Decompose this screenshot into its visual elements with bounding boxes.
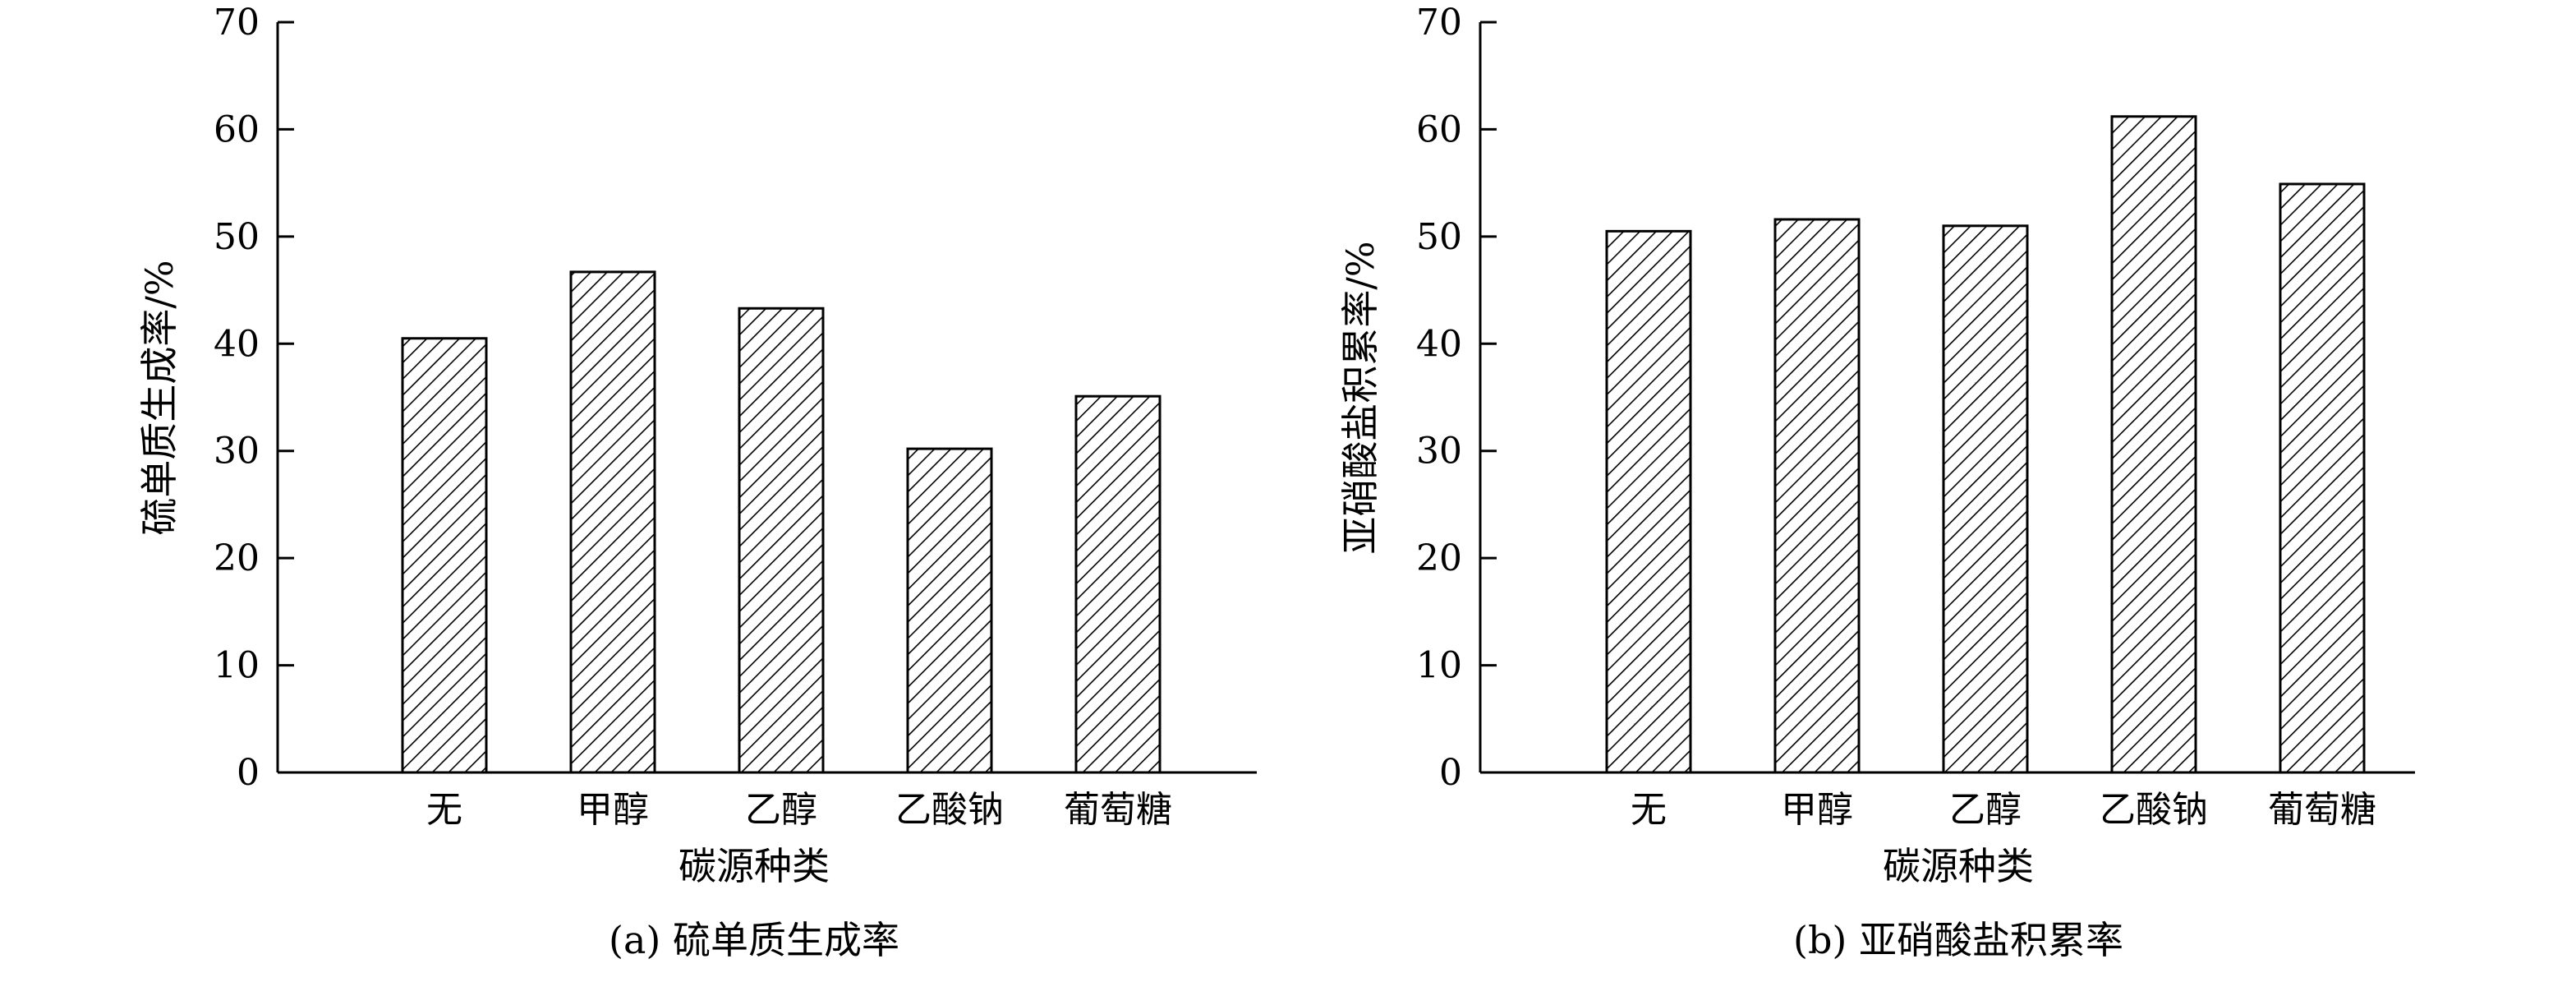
bars (401, 270, 1162, 774)
y-axis-title: 亚硝酸盐积累率/% (1338, 241, 1382, 554)
y-tick-label: 60 (214, 108, 260, 150)
x-tick-label: 甲醇 (577, 789, 649, 831)
bar (1942, 224, 2029, 774)
x-tick-label: 无 (1631, 789, 1667, 831)
bar (2279, 182, 2366, 774)
y-tick-label: 50 (214, 216, 260, 258)
x-tick-label: 甲醇 (1781, 789, 1853, 831)
x-axis: 无 甲醇 乙醇 乙酸钠 葡萄糖 (278, 771, 1257, 831)
x-tick-label: 乙醇 (745, 789, 817, 831)
y-tick-label: 30 (1416, 431, 1462, 473)
chart-panel-a: 0 10 20 30 40 50 60 70 无 甲醇 乙醇 乙酸钠 葡萄糖 碳源种类 硫单质生成率/… (137, 2, 1257, 962)
bar (906, 447, 993, 774)
y-axis-title: 硫单质生成率/% (137, 260, 182, 535)
bar (2110, 115, 2197, 774)
y-tick-label: 60 (1416, 108, 1462, 150)
y-tick-label: 20 (214, 537, 260, 579)
x-tick-label: 乙醇 (1949, 789, 2022, 831)
x-tick-label: 葡萄糖 (2268, 789, 2376, 831)
bar (738, 307, 825, 774)
y-tick-label: 20 (1416, 537, 1462, 579)
bar (1074, 394, 1162, 774)
x-tick-label: 乙酸钠 (2100, 789, 2208, 831)
y-axis: 0 10 20 30 40 50 60 70 (214, 2, 294, 794)
x-axis: 无 甲醇 乙醇 乙酸钠 葡萄糖 (1480, 771, 2415, 831)
y-tick-label: 70 (214, 2, 260, 44)
y-axis: 0 10 20 30 40 50 60 70 (1416, 2, 1497, 794)
chart-caption: (a) 硫单质生成率 (609, 918, 899, 962)
y-tick-label: 30 (214, 431, 260, 473)
x-tick-label: 乙酸钠 (895, 789, 1004, 831)
y-tick-label: 50 (1416, 216, 1462, 258)
chart-caption: (b) 亚硝酸盐积累率 (1793, 918, 2123, 962)
y-tick-label: 0 (237, 752, 260, 794)
chart-panel-b: 0 10 20 30 40 50 60 70 无 甲醇 乙醇 乙酸钠 葡萄糖 碳源种类 亚硝酸盐积累率… (1338, 2, 2415, 962)
x-tick-label: 葡萄糖 (1064, 789, 1172, 831)
y-tick-label: 10 (1416, 645, 1462, 687)
bar (1605, 229, 1692, 774)
bar (569, 270, 656, 774)
x-axis-title: 碳源种类 (1883, 844, 2034, 888)
y-tick-label: 40 (1416, 323, 1462, 365)
bars (1605, 115, 2366, 774)
y-tick-label: 40 (214, 323, 260, 365)
bar (401, 337, 488, 774)
y-tick-label: 70 (1416, 2, 1462, 44)
y-tick-label: 0 (1439, 752, 1462, 794)
bar (1773, 218, 1861, 774)
x-axis-title: 碳源种类 (678, 844, 830, 888)
x-tick-label: 无 (426, 789, 462, 831)
y-tick-label: 10 (214, 645, 260, 687)
